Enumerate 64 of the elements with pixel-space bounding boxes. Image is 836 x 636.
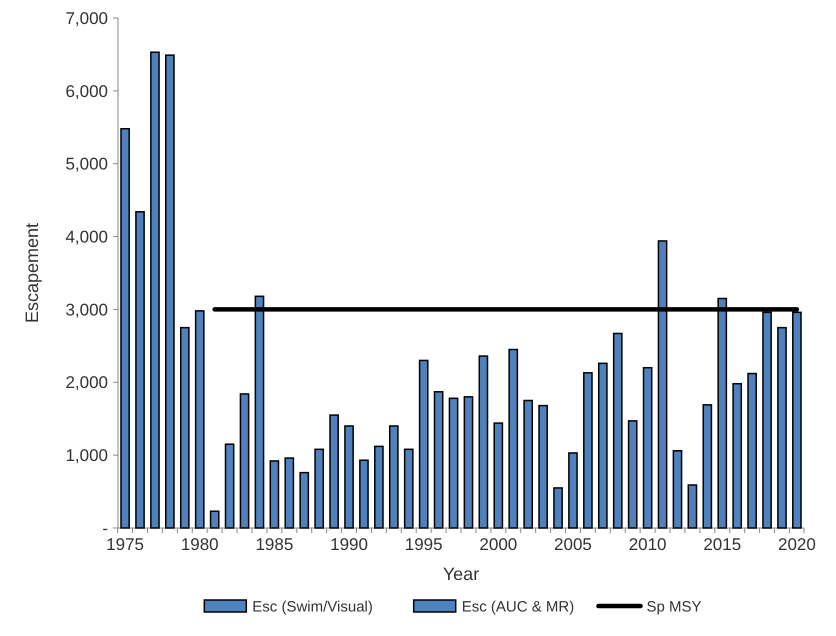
legend-label: Sp MSY bbox=[646, 598, 702, 616]
y-tick-label: 6,000 bbox=[65, 82, 108, 101]
bar bbox=[568, 452, 578, 529]
bar bbox=[642, 366, 652, 529]
x-tick-label: 2010 bbox=[628, 535, 667, 554]
bar bbox=[270, 460, 280, 529]
bar bbox=[359, 459, 369, 529]
bar bbox=[538, 404, 548, 529]
y-tick-label: 4,000 bbox=[65, 228, 108, 247]
x-tick-label: 2000 bbox=[479, 535, 518, 554]
bar bbox=[210, 510, 220, 529]
bar bbox=[628, 420, 638, 529]
y-tick-label: 5,000 bbox=[65, 154, 108, 174]
x-tick-label: 1995 bbox=[404, 535, 443, 554]
bar bbox=[388, 425, 399, 529]
bar bbox=[344, 425, 354, 529]
y-tick-label: 2,000 bbox=[65, 373, 108, 392]
x-tick-label: 1975 bbox=[106, 535, 144, 554]
bar bbox=[165, 54, 175, 529]
bar bbox=[732, 382, 742, 529]
y-tick-label: 1,000 bbox=[65, 446, 108, 466]
bar bbox=[747, 372, 757, 529]
bar bbox=[240, 393, 250, 529]
bar bbox=[612, 332, 623, 529]
bar bbox=[224, 443, 234, 529]
bar bbox=[150, 51, 160, 529]
bar bbox=[374, 446, 384, 529]
bar bbox=[404, 448, 414, 529]
y-axis-title: Escapement bbox=[22, 222, 42, 324]
legend-label: Esc (Swim/Visual) bbox=[252, 598, 373, 616]
bar bbox=[553, 487, 563, 529]
bar bbox=[464, 396, 474, 529]
bar bbox=[523, 400, 534, 529]
bar bbox=[598, 362, 608, 529]
bar bbox=[120, 128, 130, 529]
bar bbox=[672, 450, 682, 529]
x-tick-label: 2015 bbox=[703, 535, 742, 554]
bar bbox=[688, 484, 698, 529]
x-axis-title: Year bbox=[442, 564, 480, 584]
bar bbox=[777, 326, 787, 529]
bar bbox=[299, 472, 310, 529]
bar bbox=[493, 422, 504, 529]
x-tick-label: 1985 bbox=[255, 535, 294, 554]
y-tick-label: - bbox=[102, 518, 108, 538]
x-tick-label: 2005 bbox=[554, 535, 592, 554]
bar bbox=[314, 448, 324, 529]
bar bbox=[284, 457, 294, 529]
bar bbox=[448, 398, 458, 529]
x-tick-label: 1980 bbox=[180, 535, 219, 554]
x-tick-label: 2020 bbox=[778, 535, 816, 554]
x-tick-label: 1990 bbox=[330, 535, 368, 554]
bar bbox=[194, 310, 205, 529]
bar bbox=[135, 211, 145, 529]
bar bbox=[478, 355, 488, 529]
bar bbox=[702, 404, 712, 529]
y-tick-label: 7,000 bbox=[65, 8, 108, 28]
bar bbox=[418, 360, 429, 529]
bar bbox=[508, 348, 518, 529]
bar bbox=[329, 414, 339, 529]
bar bbox=[180, 326, 190, 529]
bar bbox=[434, 391, 444, 529]
legend-label: Esc (AUC & MR) bbox=[462, 598, 574, 616]
y-tick-label: 3,000 bbox=[65, 300, 108, 320]
bar bbox=[583, 372, 593, 529]
